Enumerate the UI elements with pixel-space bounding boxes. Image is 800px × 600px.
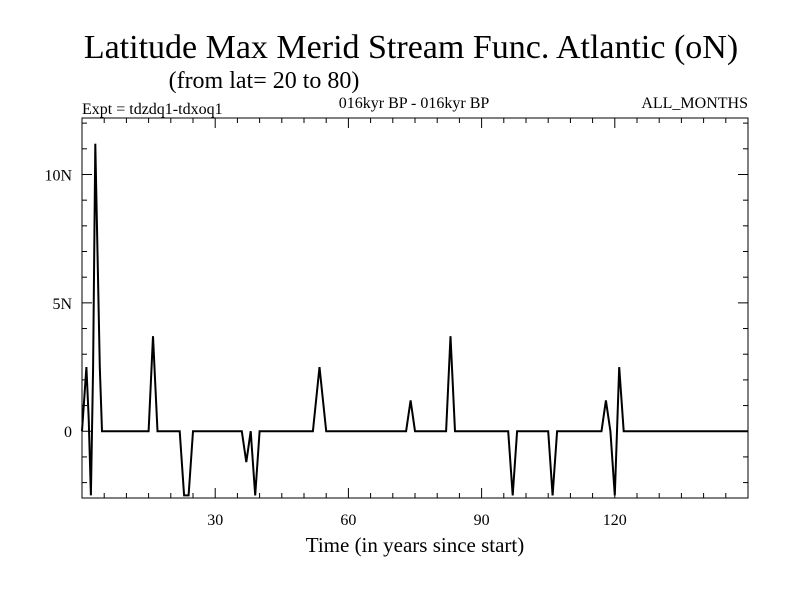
axis-ticks: [82, 118, 748, 498]
x-tick-label: 120: [603, 512, 627, 529]
x-tick-label: 30: [207, 512, 223, 529]
y-tick-label: 0: [64, 424, 72, 441]
y-tick-label: 10N: [44, 167, 72, 184]
chart-subtitle: (from lat= 20 to 80): [169, 68, 360, 94]
experiment-label: Expt = tdzdq1-tdxoq1: [82, 101, 223, 118]
months-label: ALL_MONTHS: [641, 95, 748, 112]
chart-title: Latitude Max Merid Stream Func. Atlantic…: [84, 29, 738, 66]
x-tick-label: 90: [474, 512, 490, 529]
period-label: 016kyr BP - 016kyr BP: [339, 95, 490, 112]
y-tick-label: 5N: [52, 296, 72, 313]
plot-frame: [81, 117, 749, 499]
tick-labels: 30 60 90 120 0 5N 10N: [44, 167, 626, 529]
data-series-line: [81, 143, 748, 497]
x-axis-label: Time (in years since start): [306, 533, 525, 557]
x-tick-label: 60: [340, 512, 356, 529]
